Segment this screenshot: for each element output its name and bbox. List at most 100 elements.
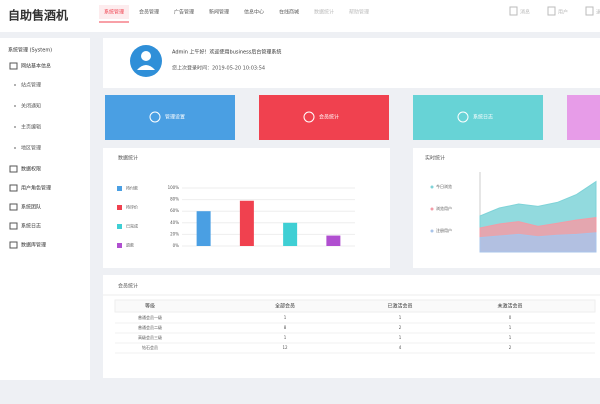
y-tick-label: 60%	[170, 208, 179, 213]
card-icon	[149, 111, 161, 123]
table-cell: 1	[399, 315, 402, 320]
menu-item[interactable]: 系统团队	[21, 204, 41, 211]
table-title: 会员统计	[118, 283, 138, 290]
tool-label[interactable]: 退出	[596, 9, 600, 16]
legend-swatch	[117, 224, 122, 229]
y-tick-label: 100%	[168, 185, 180, 190]
table-cell: 4	[399, 345, 402, 350]
table-cell: 2	[399, 325, 402, 330]
menu-icon	[9, 165, 18, 173]
area-title: 实时统计	[425, 155, 445, 162]
nav-tab[interactable]: 数据统计	[314, 9, 334, 16]
table-head	[114, 299, 596, 313]
table-cell: 1	[284, 315, 287, 320]
header-bar	[0, 0, 600, 32]
menu-item[interactable]: 数据权限	[21, 166, 41, 173]
submenu-dot	[14, 126, 16, 128]
submenu-item[interactable]: 地区管理	[21, 145, 41, 152]
menu-item[interactable]: 网站基本信息	[21, 63, 51, 70]
sidebar	[0, 38, 90, 380]
submenu-dot	[14, 84, 16, 86]
table-cell: 1	[284, 335, 287, 340]
table-cell: 8	[284, 325, 287, 330]
logo: 自助售酒机	[8, 8, 68, 23]
tool-label[interactable]: 消息	[520, 9, 530, 16]
nav-tab[interactable]: 广告管理	[174, 9, 194, 16]
nav-tab[interactable]: 会员管理	[139, 9, 159, 16]
table-header: 全部会员	[275, 303, 295, 310]
legend-label: 退款	[126, 242, 134, 248]
table-cell: 2	[509, 345, 512, 350]
card-icon	[457, 111, 469, 123]
legend-label: 待评价	[126, 204, 138, 210]
tool-label[interactable]: 用户	[558, 9, 568, 16]
submenu-item[interactable]: 关闭通知	[21, 103, 41, 110]
card-icon	[303, 111, 315, 123]
y-tick-label: 80%	[170, 197, 179, 202]
card-label[interactable]: 系统日志	[473, 114, 493, 121]
y-tick-label: 0%	[173, 243, 180, 248]
submenu-dot	[14, 147, 16, 149]
nav-tab[interactable]: 在线商城	[279, 9, 299, 16]
quick-card[interactable]	[105, 95, 235, 140]
last-login: 您上次登录时间：2019-05-20 10:03:54	[172, 65, 265, 72]
legend-swatch	[117, 243, 122, 248]
submenu-dot	[14, 105, 16, 107]
table-cell: 1	[509, 325, 512, 330]
table-cell: 0	[509, 315, 512, 320]
nav-tab[interactable]: 帮助管理	[349, 9, 369, 16]
table-header: 已激活会员	[387, 303, 412, 310]
quick-card[interactable]	[567, 95, 600, 140]
table-header: 等级	[145, 303, 155, 310]
nav-tab[interactable]: 信息中心	[244, 9, 264, 16]
avatar-head	[141, 51, 151, 61]
menu-icon	[9, 222, 18, 230]
area	[479, 232, 597, 253]
table-cell: 普通会员二级	[138, 324, 162, 330]
bar	[283, 222, 298, 246]
card-label[interactable]: 管理设置	[165, 114, 185, 121]
card-label[interactable]: 会员统计	[319, 114, 339, 121]
table-cell: 钻石会员	[142, 344, 158, 350]
legend-swatch	[117, 186, 122, 191]
legend-label: 注册用户	[436, 227, 452, 233]
bar-title: 数据统计	[118, 155, 138, 162]
nav-tab[interactable]: 新闻管理	[209, 9, 229, 16]
submenu-item[interactable]: 站点管理	[21, 82, 41, 89]
menu-icon	[9, 203, 18, 211]
y-tick-label: 40%	[170, 220, 179, 225]
tool-icon[interactable]	[509, 6, 518, 16]
legend-label: 已完成	[126, 223, 138, 229]
table-panel	[103, 275, 600, 378]
menu-item[interactable]: 数据库管理	[21, 242, 46, 249]
welcome-panel	[103, 38, 600, 88]
table-cell: 高级会员三级	[138, 334, 162, 340]
legend-label: 今日浏览	[436, 183, 452, 189]
tool-icon[interactable]	[547, 6, 556, 16]
bar	[326, 235, 341, 246]
tool-icon[interactable]	[585, 6, 594, 16]
y-tick-label: 20%	[170, 231, 179, 236]
table-cell: 普通会员一级	[138, 314, 162, 320]
menu-icon	[9, 184, 18, 192]
legend-swatch	[117, 205, 122, 210]
greeting: Admin 上午好！欢迎使用business后台管理系统	[172, 49, 281, 56]
legend-label: 待付款	[126, 185, 138, 191]
table-cell: 1	[399, 335, 402, 340]
menu-item[interactable]: 系统日志	[21, 223, 41, 230]
bar	[239, 200, 254, 246]
table-cell: 1	[509, 335, 512, 340]
nav-active	[99, 5, 129, 19]
nav-tab[interactable]: 系统管理	[104, 9, 124, 16]
legend-dot	[430, 185, 434, 189]
legend-label: 浏览用户	[436, 205, 452, 211]
avatar-body	[137, 65, 155, 70]
quick-card[interactable]	[413, 95, 543, 140]
submenu-item[interactable]: 主页编辑	[21, 124, 41, 131]
menu-item[interactable]: 用户角色管理	[21, 185, 51, 192]
bar	[196, 211, 211, 246]
legend-dot	[430, 207, 434, 211]
quick-card[interactable]	[259, 95, 389, 140]
sidebar-title: 系统管理 (System)	[8, 47, 52, 54]
